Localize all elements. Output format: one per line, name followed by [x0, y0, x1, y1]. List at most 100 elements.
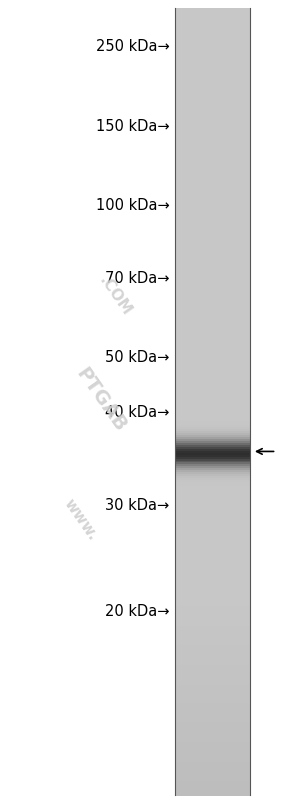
Bar — [175, 191, 250, 193]
Bar — [175, 726, 250, 729]
Bar — [175, 447, 250, 450]
Bar — [175, 124, 250, 127]
Bar — [175, 83, 250, 85]
Bar — [175, 16, 250, 18]
Bar — [175, 557, 250, 560]
Bar — [175, 230, 250, 233]
Bar — [175, 407, 250, 410]
Bar — [175, 370, 250, 373]
Bar — [175, 226, 250, 229]
Bar — [175, 756, 250, 758]
Bar — [175, 126, 250, 129]
Bar — [175, 71, 250, 74]
Bar — [175, 527, 250, 531]
Bar — [175, 258, 250, 260]
Bar — [175, 608, 250, 611]
Bar — [175, 646, 250, 648]
Bar — [175, 671, 250, 674]
Bar — [175, 433, 250, 435]
Bar — [175, 421, 250, 424]
Bar — [175, 537, 250, 540]
Bar — [175, 266, 250, 268]
Bar — [175, 328, 250, 332]
Bar — [175, 409, 250, 412]
Bar — [175, 211, 250, 213]
Text: 20 kDa→: 20 kDa→ — [105, 604, 169, 618]
Bar — [175, 658, 250, 660]
Bar — [175, 488, 250, 491]
Bar — [175, 482, 250, 485]
Bar — [175, 73, 250, 76]
Bar — [175, 638, 250, 640]
Bar — [175, 273, 250, 276]
Bar — [175, 405, 250, 408]
Bar — [175, 61, 250, 64]
Bar — [175, 701, 250, 703]
Bar — [175, 526, 250, 528]
Bar — [175, 116, 250, 119]
Bar — [175, 79, 250, 81]
Bar — [175, 694, 250, 698]
Bar — [175, 140, 250, 142]
Bar — [175, 698, 250, 702]
Bar — [175, 130, 250, 133]
Bar — [175, 26, 250, 29]
Bar — [175, 336, 250, 340]
Bar — [175, 203, 250, 205]
Bar — [175, 93, 250, 95]
Bar — [175, 398, 250, 400]
Bar — [175, 679, 250, 682]
Bar — [175, 451, 250, 454]
Bar — [175, 280, 250, 282]
Bar — [175, 578, 250, 582]
Bar — [175, 419, 250, 422]
Bar — [175, 697, 250, 699]
Text: 50 kDa→: 50 kDa→ — [105, 350, 169, 364]
Bar — [175, 237, 250, 239]
Bar — [175, 449, 250, 451]
Bar — [175, 313, 250, 316]
Bar — [175, 744, 250, 746]
Bar — [175, 284, 250, 286]
Bar — [175, 368, 250, 371]
Bar — [175, 677, 250, 680]
Bar — [175, 752, 250, 754]
Bar — [175, 496, 250, 499]
Bar — [175, 555, 250, 558]
Bar — [175, 58, 250, 60]
Bar — [175, 153, 250, 157]
Bar — [175, 722, 250, 725]
Bar — [175, 585, 250, 587]
Bar — [175, 376, 250, 379]
Bar — [175, 134, 250, 137]
Bar — [175, 484, 250, 487]
Bar — [175, 472, 250, 475]
Bar — [175, 468, 250, 471]
Bar — [175, 614, 250, 617]
Bar — [175, 39, 250, 42]
Bar — [175, 588, 250, 591]
Bar — [175, 791, 250, 794]
Bar — [175, 530, 250, 532]
Bar — [175, 639, 250, 642]
Bar — [175, 63, 250, 66]
Bar — [175, 113, 250, 115]
Bar — [175, 102, 250, 105]
Bar — [175, 32, 250, 34]
Bar — [175, 687, 250, 690]
Bar — [175, 293, 250, 296]
Bar — [175, 47, 250, 50]
Bar — [175, 757, 250, 761]
Bar — [175, 742, 250, 745]
Bar — [175, 498, 250, 501]
Bar — [175, 738, 250, 741]
Bar — [175, 46, 250, 48]
Bar — [175, 110, 250, 113]
Bar — [175, 289, 250, 292]
Bar — [175, 317, 250, 320]
Bar — [175, 38, 250, 40]
Bar — [175, 378, 250, 380]
Bar — [175, 650, 250, 652]
Bar — [175, 221, 250, 223]
Bar — [175, 590, 250, 593]
